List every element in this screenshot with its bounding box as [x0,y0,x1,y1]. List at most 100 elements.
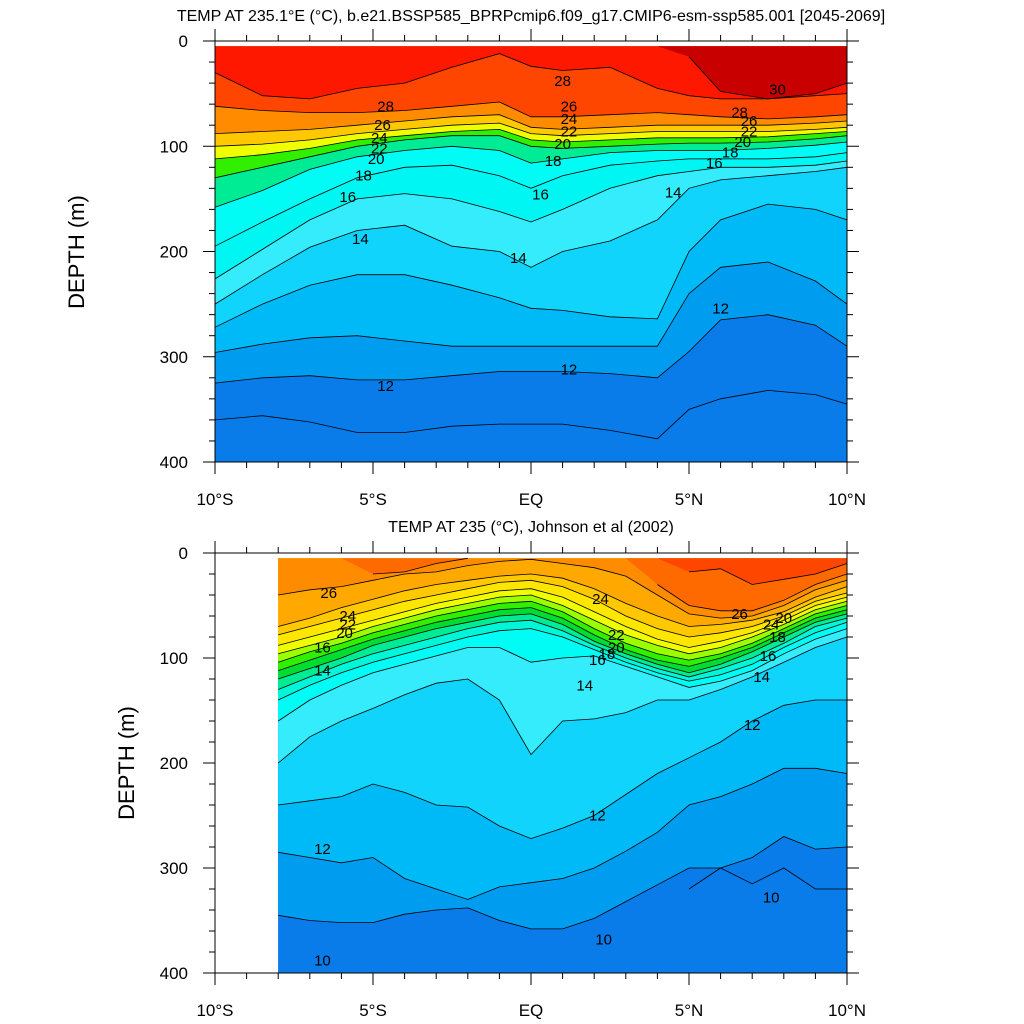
y-tick-label: 400 [160,964,188,983]
isotherm-line-10 [214,389,848,440]
x-tick-label: 10°S [196,1001,233,1020]
contour-label: 26 [731,606,748,623]
contour-label: 10 [595,931,612,948]
y-tick-label: 200 [160,754,188,773]
isotherm-line-16 [278,621,848,701]
panel-model-axes: 0 100 200 300 400 10°S 5°S EQ 5°N 10°N [160,29,866,509]
contour-label: 22 [561,124,578,141]
contour-label: 26 [374,117,391,134]
contour-label: 16 [760,648,777,665]
x-tick-label: 5°S [359,1001,387,1020]
panel-observed-contour-labels: 2624262422222020242016161818161414141212… [314,585,792,970]
contour-label: 14 [510,250,527,267]
contour-label: 26 [320,585,337,602]
x-tick-label: 5°N [675,490,704,509]
y-tick-label: 400 [160,453,188,472]
panel-observed-contour-lines [277,557,848,930]
y-tick-label: 300 [160,348,188,367]
isotherm-line-10 [688,867,847,890]
contour-label: 20 [775,610,792,627]
contour-label: 24 [592,591,609,608]
contour-label: 14 [352,231,369,248]
panel-model-title: TEMP AT 235.1°E (°C), b.e21.BSSP585_BPRP… [177,8,885,25]
contour-label: 18 [722,145,739,162]
isotherm-line-20 [278,600,848,663]
contour-label: 28 [731,105,748,122]
contour-label: 28 [554,73,571,90]
isotherm-line-18 [278,613,848,680]
temp-band-fill-30 [215,46,847,99]
contour-label: 24 [339,608,356,625]
contour-label: 10 [314,952,331,969]
x-tick-label: 10°N [828,490,866,509]
contour-label: 24 [561,111,578,128]
x-tick-label: 5°N [675,1001,704,1020]
y-tick-label: 100 [160,649,188,668]
contour-label: 14 [576,677,593,694]
y-tick-label: 200 [160,243,188,262]
panel-model-shading [215,46,847,462]
y-tick-label: 0 [179,544,188,563]
contour-label: 12 [314,841,331,858]
contour-label: 20 [734,134,751,151]
isotherm-line-14 [277,636,848,764]
isotherm-line-24 [278,573,848,627]
contour-label: 18 [355,168,372,185]
contour-label: 12 [744,717,761,734]
panel-model-contour-lines [214,53,848,440]
contour-label: 22 [371,140,388,157]
x-tick-label: 5°S [359,490,387,509]
contour-label: 18 [545,153,562,170]
contour-label: 16 [314,640,331,657]
isotherm-line-15 [214,160,848,280]
isotherm-line-22 [214,128,848,160]
isotherm-line-22 [278,588,848,648]
y-tick-label: 300 [160,859,188,878]
isotherm-line-11 [214,314,848,384]
isotherm-line-12 [278,767,848,900]
temp-band-fill-26 [278,558,847,611]
isotherm-line-14 [214,166,848,305]
contour-label: 20 [608,640,625,657]
contour-label: 22 [608,627,625,644]
x-tick-label: 10°S [196,490,233,509]
isotherm-line-23 [278,579,848,638]
isotherm-line-25 [278,558,848,619]
contour-label: 28 [377,98,394,115]
contour-label: 22 [339,616,356,633]
contour-label: 30 [769,81,786,98]
panel-model: TEMP AT 235.1°E (°C), b.e21.BSSP585_BPRP… [64,8,885,509]
contour-label: 16 [706,155,723,172]
contour-label: 26 [741,113,758,130]
x-tick-label: 10°N [828,1001,866,1020]
isotherm-line-18 [214,141,848,208]
temp-band-fill-29 [215,46,847,99]
contour-label: 20 [554,136,571,153]
isotherm-line-13 [214,203,848,328]
contour-label: 12 [561,361,578,378]
contour-label: 18 [598,646,615,663]
contour-label: 22 [741,124,758,141]
contour-label: 20 [368,151,385,168]
contour-label: 14 [665,185,682,202]
contour-label: 12 [589,808,606,825]
y-tick-label: 100 [160,137,188,156]
panel-observed-axes: 0 100 200 300 400 10°S 5°S EQ 5°N 10°N [160,541,866,1020]
panel-observed: TEMP AT 235 (°C), Johnson et al (2002) 2… [114,519,866,1020]
isotherm-line-21 [278,594,848,655]
isotherm-line-11 [278,836,848,930]
panel-observed-title: TEMP AT 235 (°C), Johnson et al (2002) [388,519,674,536]
contour-label: 18 [769,629,786,646]
isotherm-line-28 [214,101,848,120]
isotherm-line-17 [278,617,848,690]
isotherm-line-13 [278,699,847,840]
isotherm-line-30 [688,56,848,100]
contour-label: 16 [339,189,356,206]
contour-label: 16 [532,187,549,204]
contour-label: 26 [561,98,578,115]
contour-label: 12 [377,378,394,395]
temp-band-fill-27 [278,558,847,585]
panel-observed-shading [278,558,847,973]
